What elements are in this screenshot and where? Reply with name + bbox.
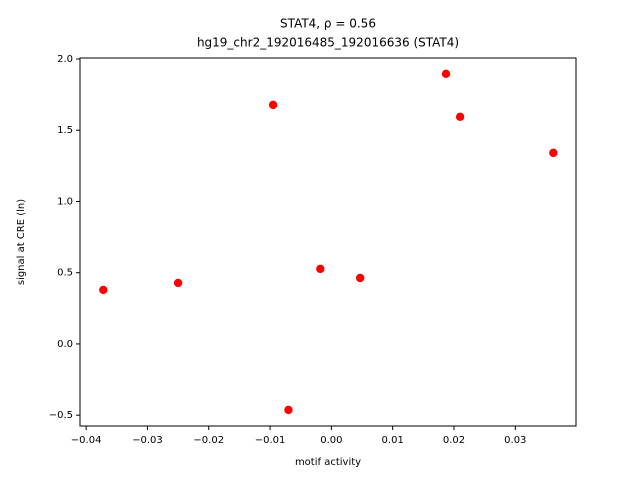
y-tick-label: −0.5 [49,410,73,421]
x-axis-label: motif activity [295,457,361,468]
x-tick-label: 0.00 [320,435,342,446]
x-tick-label: −0.02 [193,435,224,446]
x-tick-label: 0.03 [504,435,526,446]
plot-frame [79,57,577,427]
y-tick-label: 0.5 [57,268,73,279]
y-tick-label: 2.0 [57,54,73,65]
point [99,285,108,295]
point [284,405,293,415]
point [455,112,465,122]
chart-title: STAT4, ρ = 0.56 [280,17,376,31]
point [549,148,558,158]
x-tick-label: 0.01 [382,435,404,446]
x-tick-label: −0.03 [132,435,163,446]
y-tick-label: 1.0 [57,196,73,207]
chart-subtitle: hg19_chr2_192016485_192016636 (STAT4) [197,36,459,50]
x-tick-label: 0.02 [443,435,465,446]
x-tick-label: −0.01 [255,435,286,446]
y-tick-label: 1.5 [57,125,73,136]
point [355,273,365,283]
y-tick-label: 0.0 [57,339,73,350]
x-tick-label: −0.04 [71,435,102,446]
y-axis-label: signal at CRE (ln) [16,199,27,285]
point [268,100,278,110]
point [173,278,183,288]
point [441,69,451,79]
point [316,264,325,274]
